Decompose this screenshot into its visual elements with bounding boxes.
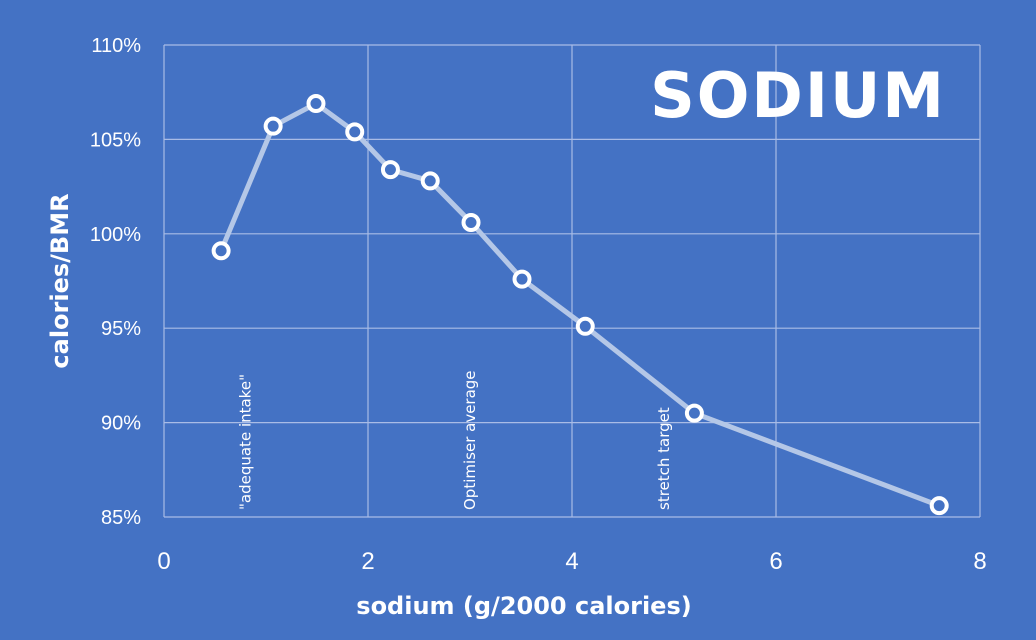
data-series [211, 94, 949, 516]
annotation-label: "adequate intake" [237, 374, 255, 510]
y-tick-label: 100% [90, 224, 141, 246]
tick-labels: 85% 90% 95% 100% 105% 110% 0 2 4 6 8 [90, 35, 987, 575]
data-point [929, 496, 949, 516]
y-tick-label: 110% [91, 35, 141, 57]
y-tick-label: 90% [101, 413, 141, 435]
grid-lines [163, 44, 981, 518]
x-axis-title: sodium (g/2000 calories) [356, 592, 691, 620]
x-tick-label: 2 [361, 548, 374, 575]
data-point [211, 241, 231, 261]
y-tick-label: 105% [90, 129, 141, 151]
x-tick-label: 8 [973, 548, 986, 575]
data-point [420, 171, 440, 191]
data-point [575, 316, 595, 336]
series-line [218, 101, 942, 509]
data-point [512, 269, 532, 289]
x-tick-label: 0 [157, 548, 170, 575]
data-point [380, 160, 400, 180]
y-tick-label: 95% [101, 318, 141, 340]
data-point [263, 116, 283, 136]
x-tick-label: 6 [769, 548, 782, 575]
chart-title: SODIUM [650, 59, 946, 132]
data-point [345, 122, 365, 142]
annotations: "adequate intake" Optimiser average stretc… [237, 370, 673, 510]
x-tick-label: 4 [565, 548, 578, 575]
y-axis-title: calories/BMR [46, 193, 74, 368]
y-tick-label: 85% [101, 507, 141, 529]
data-point [684, 403, 704, 423]
data-point [306, 94, 326, 114]
data-point [461, 212, 481, 232]
annotation-label: stretch target [655, 407, 673, 510]
annotation-label: Optimiser average [461, 370, 479, 510]
